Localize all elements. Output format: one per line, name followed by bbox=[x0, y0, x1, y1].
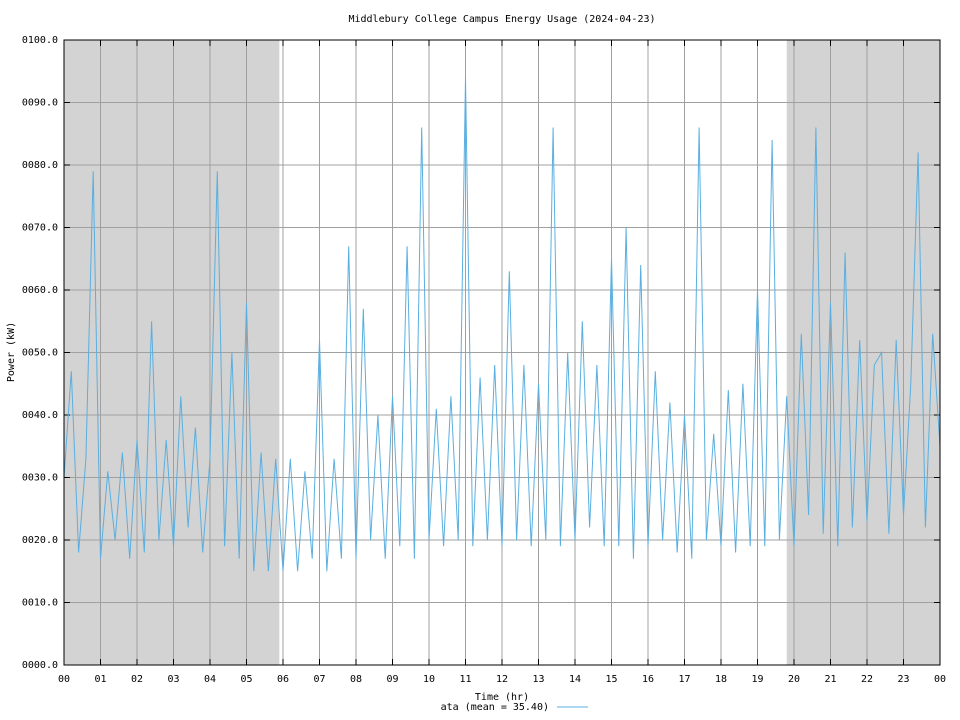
x-tick-label: 12 bbox=[496, 674, 508, 685]
x-tick-label: 15 bbox=[605, 674, 617, 685]
x-tick-label: 01 bbox=[94, 674, 106, 685]
x-tick-label: 21 bbox=[824, 674, 836, 685]
x-tick-label: 22 bbox=[861, 674, 873, 685]
x-axis-label: Time (hr) bbox=[475, 692, 529, 703]
x-tick-label: 14 bbox=[569, 674, 581, 685]
y-tick-label: 0060.0 bbox=[22, 285, 58, 296]
y-tick-label: 0070.0 bbox=[22, 223, 58, 234]
x-tick-label: 11 bbox=[459, 674, 471, 685]
plot-frame bbox=[63, 39, 941, 666]
x-tick-label: 16 bbox=[642, 674, 654, 685]
legend-label: ata (mean = 35.40) bbox=[441, 702, 549, 713]
x-tick-label: 04 bbox=[204, 674, 216, 685]
y-tick-label: 0040.0 bbox=[22, 410, 58, 421]
x-tick-label: 10 bbox=[423, 674, 435, 685]
x-tick-label: 19 bbox=[751, 674, 763, 685]
y-tick-label: 0080.0 bbox=[22, 160, 58, 171]
x-tick-label: 20 bbox=[788, 674, 800, 685]
x-tick-label: 18 bbox=[715, 674, 727, 685]
x-tick-label: 07 bbox=[313, 674, 325, 685]
y-tick-label: 0010.0 bbox=[22, 598, 58, 609]
y-tick-label: 0050.0 bbox=[22, 348, 58, 359]
x-tick-label: 09 bbox=[386, 674, 398, 685]
x-tick-label: 05 bbox=[240, 674, 252, 685]
x-tick-label: 03 bbox=[167, 674, 179, 685]
y-tick-label: 0090.0 bbox=[22, 98, 58, 109]
data-line bbox=[63, 77, 941, 572]
x-tick-label: 00 bbox=[58, 674, 70, 685]
x-tick-label: 13 bbox=[532, 674, 544, 685]
x-tick-label: 00 bbox=[934, 674, 946, 685]
x-tick-label: 08 bbox=[350, 674, 362, 685]
x-tick-label: 17 bbox=[678, 674, 690, 685]
y-axis-label: Power (kW) bbox=[6, 322, 17, 382]
x-tick-label: 23 bbox=[897, 674, 909, 685]
x-tick-label: 02 bbox=[131, 674, 143, 685]
chart-title: Middlebury College Campus Energy Usage (… bbox=[348, 14, 655, 25]
y-tick-label: 0000.0 bbox=[22, 660, 58, 671]
x-tick-label: 06 bbox=[277, 674, 289, 685]
y-tick-label: 0100.0 bbox=[22, 35, 58, 46]
y-tick-label: 0020.0 bbox=[22, 535, 58, 546]
y-tick-label: 0030.0 bbox=[22, 473, 58, 484]
